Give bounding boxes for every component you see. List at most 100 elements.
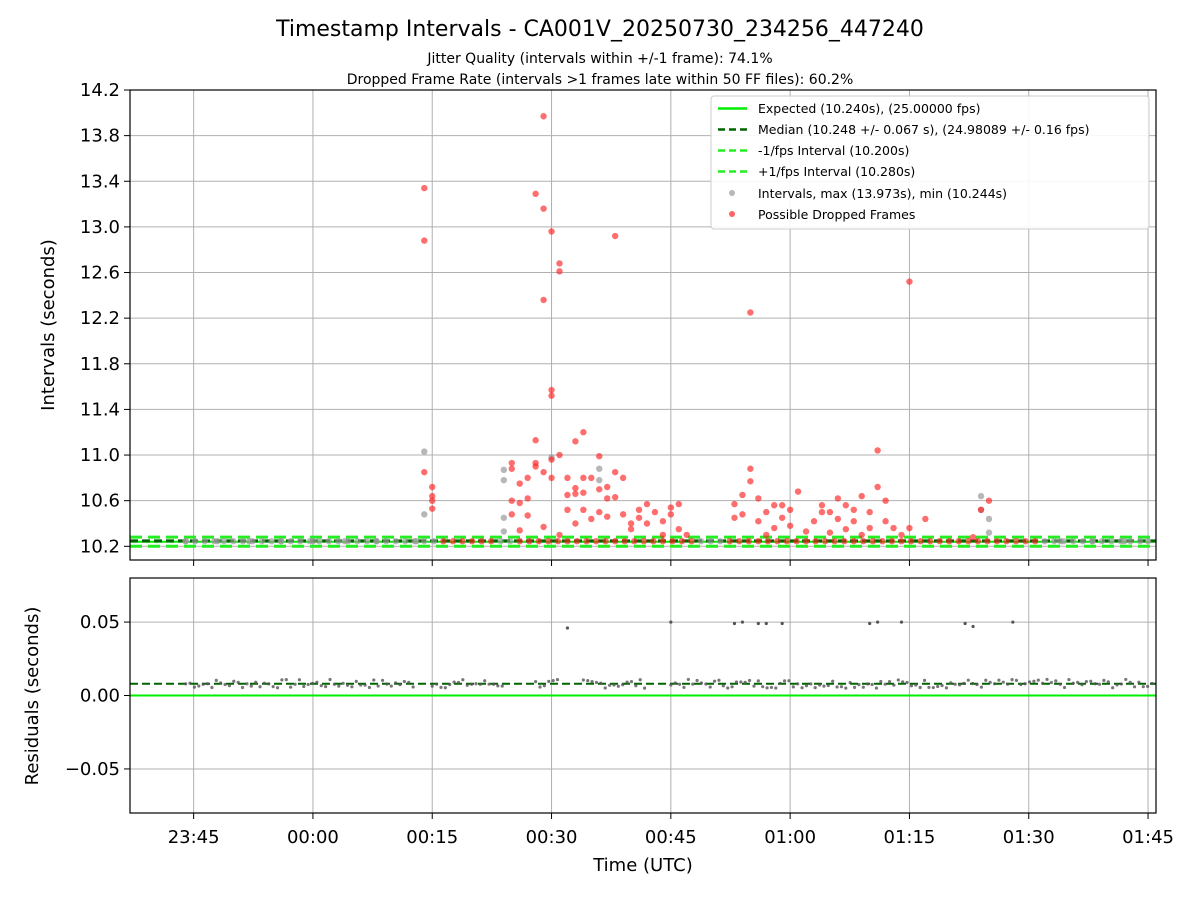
dropped-frame-point — [771, 502, 778, 509]
residual-point — [918, 685, 922, 690]
dropped-frame-point — [866, 508, 873, 516]
interval-point — [182, 537, 189, 545]
top-plot-y-ticks: 10.2 10.6 11.0 11.4 11.8 12.2 12.6 13.0 13.4 13.8… — [80, 80, 130, 557]
residual-point — [844, 686, 848, 690]
residual-y-tick-label: 0.05 — [80, 612, 120, 633]
dropped-frame-point — [421, 237, 428, 244]
dropped-frame-point — [818, 502, 826, 509]
baseline-point — [1022, 537, 1029, 545]
residual-point — [612, 683, 616, 687]
dropped-frame-point — [763, 508, 770, 516]
baseline-point — [535, 537, 543, 545]
residual-point — [1093, 682, 1097, 686]
residual-point — [949, 681, 953, 685]
residual-point — [491, 682, 496, 686]
interval-point — [277, 537, 285, 545]
residual-point — [752, 684, 756, 688]
residual-point — [402, 679, 406, 684]
residual-point — [1036, 678, 1040, 682]
residual-point — [350, 685, 354, 689]
dropped-frame-point — [556, 260, 563, 267]
residual-point — [315, 680, 319, 684]
dropped-frame-point — [834, 495, 842, 502]
residual-point — [310, 681, 315, 685]
baseline-point — [382, 537, 390, 545]
residual-point — [1119, 682, 1124, 686]
dropped-frame-point — [810, 518, 818, 525]
baseline-point — [440, 537, 447, 545]
baseline-point — [545, 537, 552, 545]
x-tick-label: 23:45 — [168, 827, 220, 848]
residual-point — [1089, 679, 1093, 683]
dropped-frame-point — [882, 518, 889, 525]
baseline-point — [984, 537, 991, 545]
residual-point — [870, 682, 874, 687]
residual-point — [275, 686, 280, 690]
baseline-point — [516, 537, 523, 545]
residual-point — [712, 679, 717, 683]
dropped-frame-point — [818, 508, 826, 516]
interval-point — [1057, 537, 1064, 545]
residual-point — [478, 682, 482, 686]
residual-point — [1106, 680, 1110, 684]
baseline-point — [1070, 537, 1077, 545]
legend-dropped-label: Possible Dropped Frames — [758, 207, 915, 222]
interval-point — [1120, 537, 1128, 545]
residual-point — [927, 685, 931, 690]
dropped-frame-point — [731, 500, 738, 508]
dropped-frame-point — [580, 489, 587, 496]
residual-y-tick-label: 0.00 — [80, 686, 120, 707]
residual-point — [197, 684, 201, 688]
dropped-frame-point — [747, 309, 754, 316]
residual-plot-reference-lines — [130, 682, 1156, 697]
residual-point — [603, 686, 607, 690]
dropped-frame-point — [548, 456, 555, 463]
interval-point — [246, 537, 253, 545]
baseline-point — [850, 537, 857, 545]
dropped-frame-point — [508, 497, 515, 504]
residual-point — [695, 678, 699, 683]
residual-point — [258, 685, 262, 689]
baseline-point — [926, 537, 934, 545]
residual-point — [359, 683, 363, 687]
residual-point — [1111, 686, 1115, 690]
residual-point — [1150, 681, 1154, 686]
top-y-tick-label: 12.6 — [80, 263, 120, 284]
residual-point — [642, 686, 647, 690]
dropped-frame-point — [588, 515, 595, 523]
residual-point — [791, 685, 795, 689]
baseline-point — [879, 537, 886, 545]
dropped-frame-point — [516, 480, 523, 487]
residual-point — [483, 679, 487, 683]
dropped-frame-point — [778, 514, 786, 521]
residual-point — [1067, 677, 1071, 682]
residual-point — [456, 680, 461, 685]
residual-point — [616, 684, 620, 688]
residual-point — [734, 680, 739, 684]
residual-point — [782, 679, 787, 683]
residual-point — [848, 681, 852, 685]
residual-point — [800, 686, 804, 690]
baseline-point — [736, 537, 743, 545]
baseline-point — [201, 537, 208, 545]
residual-point — [394, 681, 398, 685]
interval-point — [373, 537, 380, 545]
residual-point — [555, 678, 560, 682]
residual-point — [184, 682, 188, 686]
top-y-tick-label: 10.6 — [80, 491, 120, 512]
dropped-frame-point — [548, 386, 555, 394]
dropped-frame-point — [794, 488, 802, 495]
residual-outlier-point — [756, 621, 760, 626]
dropped-frame-point — [556, 268, 563, 275]
baseline-point — [802, 537, 810, 545]
residual-point — [831, 679, 835, 683]
residual-point — [430, 684, 434, 688]
top-plot-data-points — [182, 113, 1152, 545]
residual-point — [874, 686, 879, 690]
baseline-point — [631, 537, 638, 545]
dropped-frame-point — [580, 506, 587, 514]
residual-point — [280, 678, 284, 682]
residual-point — [975, 682, 979, 687]
dropped-frame-point — [619, 474, 627, 482]
